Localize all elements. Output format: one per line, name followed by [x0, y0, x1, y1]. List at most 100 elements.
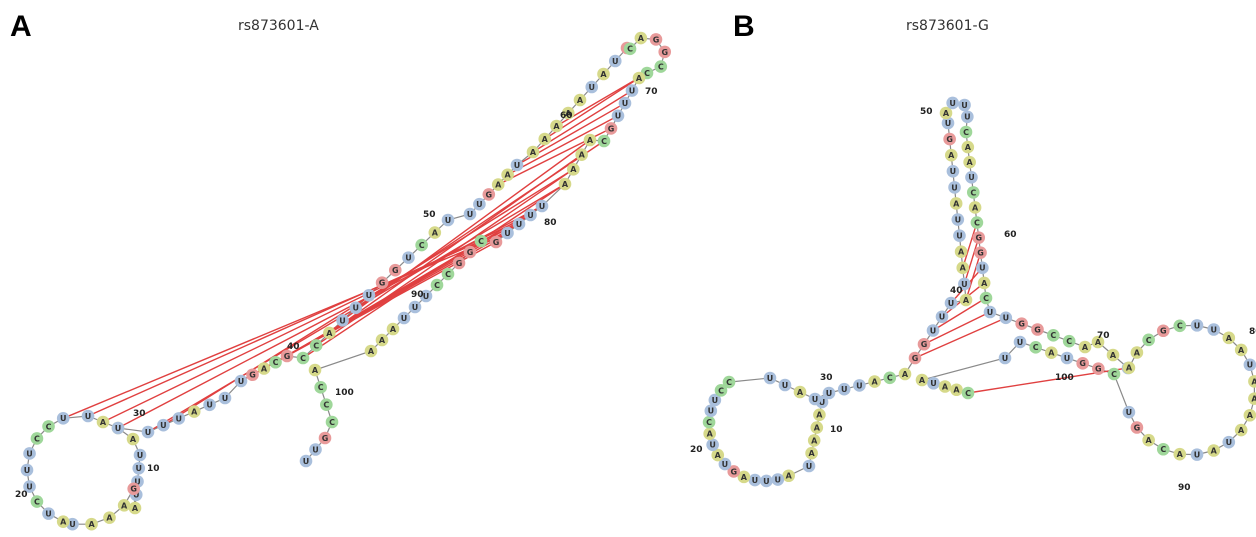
- svg-text:A: A: [638, 34, 645, 43]
- svg-text:U: U: [819, 398, 826, 407]
- svg-text:U: U: [752, 476, 759, 485]
- svg-text:A: A: [1134, 348, 1141, 357]
- struct-a-nucleotide-57: A: [561, 106, 575, 120]
- svg-text:A: A: [1226, 334, 1233, 343]
- svg-text:U: U: [85, 412, 92, 421]
- struct-b-nucleotide-67: G: [1015, 317, 1028, 330]
- struct-b-nucleotide-5: A: [805, 446, 818, 460]
- struct-b-nucleotide-92: A: [1173, 447, 1187, 461]
- svg-text:C: C: [627, 45, 633, 54]
- struct-a-nucleotide-97: C: [320, 398, 333, 411]
- svg-text:U: U: [812, 395, 819, 404]
- svg-text:U: U: [961, 101, 968, 110]
- struct-a-nucleotide-39: U: [336, 314, 349, 327]
- svg-text:G: G: [130, 485, 137, 494]
- svg-text:U: U: [26, 482, 33, 491]
- struct-b-position-90: 90: [1178, 483, 1191, 493]
- svg-text:C: C: [34, 497, 40, 506]
- svg-text:U: U: [176, 414, 183, 423]
- svg-text:U: U: [412, 303, 419, 312]
- svg-text:A: A: [814, 424, 821, 433]
- struct-b-nucleotide-85: A: [1248, 375, 1256, 388]
- svg-text:A: A: [577, 96, 584, 105]
- svg-text:U: U: [514, 161, 521, 170]
- struct-a-nucleotide-98: C: [325, 415, 339, 429]
- struct-a-nucleotide-82: U: [501, 226, 514, 240]
- svg-text:G: G: [661, 48, 668, 57]
- svg-text:U: U: [826, 389, 833, 398]
- svg-text:C: C: [313, 341, 319, 350]
- struct-a-nucleotide-70: U: [625, 84, 639, 97]
- struct-b-nucleotide-37: A: [959, 293, 973, 307]
- struct-b-nucleotide-2: A: [813, 408, 826, 422]
- svg-text:A: A: [579, 151, 586, 160]
- svg-text:U: U: [312, 445, 319, 454]
- struct-a-nucleotide-23: A: [96, 415, 110, 429]
- struct-b-nucleotide-68: G: [1031, 323, 1044, 336]
- svg-text:U: U: [504, 229, 511, 238]
- svg-text:G: G: [1079, 359, 1086, 368]
- struct-b-nucleotide-41: U: [953, 229, 966, 242]
- struct-a-position-90: 90: [411, 290, 424, 300]
- struct-a-position-30: 30: [133, 409, 146, 419]
- svg-text:U: U: [782, 381, 789, 390]
- struct-b-position-100: 100: [1055, 373, 1074, 383]
- svg-text:C: C: [1050, 331, 1056, 340]
- svg-text:A: A: [553, 122, 560, 131]
- svg-text:G: G: [456, 259, 463, 268]
- svg-text:A: A: [1095, 338, 1102, 347]
- svg-text:G: G: [486, 190, 493, 199]
- svg-text:U: U: [622, 99, 629, 108]
- struct-a-nucleotide-25: U: [141, 425, 155, 439]
- struct-b-nucleotide-19: U: [708, 393, 722, 407]
- struct-a-nucleotide-54: A: [526, 145, 540, 159]
- struct-a-position-70: 70: [645, 87, 658, 97]
- svg-text:C: C: [300, 354, 306, 363]
- svg-text:U: U: [968, 173, 975, 182]
- struct-a-nucleotide-74: C: [597, 134, 611, 148]
- svg-text:A: A: [368, 347, 375, 356]
- svg-text:U: U: [401, 314, 408, 323]
- struct-a-base-pair-3: [117, 205, 543, 429]
- struct-a-base-pair-12: [315, 168, 574, 347]
- svg-text:A: A: [100, 418, 107, 427]
- struct-a-base-pair-15: [355, 140, 605, 309]
- struct-a-nucleotide-37: C: [309, 339, 323, 352]
- svg-text:A: A: [60, 518, 67, 527]
- struct-a-nucleotide-42: G: [375, 276, 389, 290]
- struct-a-nucleotide-69: A: [632, 71, 646, 85]
- svg-text:U: U: [136, 464, 143, 473]
- svg-text:C: C: [963, 128, 969, 137]
- struct-a-nucleotide-24: U: [111, 421, 125, 435]
- struct-b-nucleotide-109: C: [961, 386, 975, 400]
- svg-text:A: A: [570, 165, 577, 174]
- svg-text:G: G: [946, 135, 953, 144]
- svg-text:A: A: [943, 109, 950, 118]
- svg-text:U: U: [516, 220, 523, 229]
- svg-text:A: A: [1211, 446, 1218, 455]
- svg-text:G: G: [1134, 423, 1141, 432]
- svg-text:A: A: [106, 514, 113, 523]
- struct-b-nucleotide-6: U: [802, 459, 816, 473]
- svg-text:G: G: [249, 371, 256, 380]
- struct-a-nucleotide-58: A: [573, 93, 587, 107]
- svg-text:A: A: [741, 473, 748, 482]
- svg-text:U: U: [987, 308, 994, 317]
- svg-text:A: A: [130, 435, 137, 444]
- svg-text:A: A: [963, 296, 970, 305]
- struct-b-nucleotide-58: A: [968, 201, 982, 214]
- struct-b-nucleotide-33: G: [917, 337, 931, 351]
- struct-b-nucleotide-45: U: [946, 164, 960, 178]
- struct-b-nucleotide-55: A: [963, 155, 976, 169]
- struct-b-nucleotide-14: A: [711, 448, 725, 462]
- svg-text:U: U: [841, 385, 848, 394]
- struct-b-nucleotide-20: C: [714, 384, 728, 397]
- svg-text:A: A: [432, 228, 439, 237]
- struct-a-nucleotide-35: G: [280, 349, 294, 363]
- svg-text:U: U: [589, 83, 596, 92]
- svg-text:A: A: [953, 386, 960, 395]
- struct-b-nucleotide-91: U: [1190, 448, 1204, 461]
- svg-text:C: C: [887, 374, 893, 383]
- svg-text:G: G: [975, 234, 982, 243]
- struct-b-position-40: 40: [950, 286, 963, 296]
